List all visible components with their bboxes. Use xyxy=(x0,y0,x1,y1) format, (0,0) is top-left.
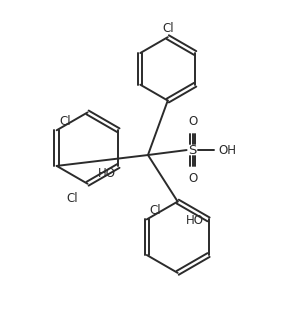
Text: Cl: Cl xyxy=(150,204,161,217)
Text: Cl: Cl xyxy=(60,115,71,128)
Text: S: S xyxy=(188,143,197,157)
Text: Cl: Cl xyxy=(66,192,78,205)
Text: O: O xyxy=(188,172,197,185)
Text: HO: HO xyxy=(186,214,204,227)
Text: Cl: Cl xyxy=(162,22,174,35)
Text: O: O xyxy=(188,115,197,128)
Text: OH: OH xyxy=(218,143,236,157)
Text: HO: HO xyxy=(98,167,116,180)
